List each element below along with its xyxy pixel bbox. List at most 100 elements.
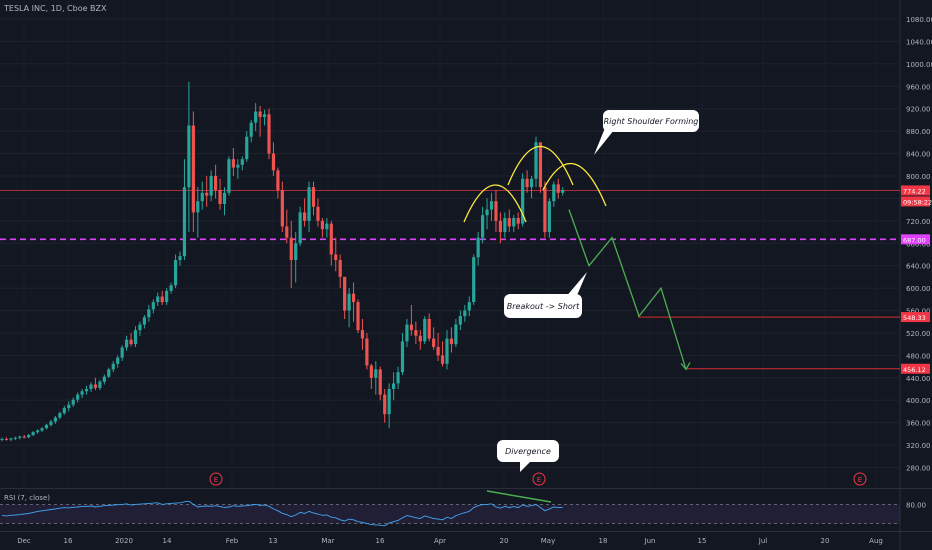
candle-body: [538, 142, 543, 188]
candle: [182, 159, 187, 261]
candle: [521, 173, 525, 227]
candle-body: [116, 357, 120, 364]
candle: [187, 81, 191, 233]
candle-body: [222, 192, 227, 205]
y-tick-label: 960.00: [906, 83, 931, 91]
candle: [93, 377, 98, 391]
earnings-marker-circle: [209, 472, 223, 486]
candle: [392, 372, 396, 401]
candle-body: [280, 189, 284, 227]
candle-body: [107, 369, 111, 377]
candle: [58, 411, 62, 420]
rsi-pane: RSI (7, close) 80.00: [0, 490, 926, 527]
candle: [151, 299, 155, 314]
callout-divergence: Divergence: [497, 440, 559, 472]
candle: [147, 304, 151, 322]
candle-body: [165, 290, 169, 303]
callout-right-shoulder-text: Right Shoulder Forming: [604, 117, 699, 126]
candle: [76, 392, 80, 403]
right-shoulder-arc: [542, 162, 607, 207]
candle: [18, 435, 22, 440]
candle: [467, 296, 471, 317]
x-tick-label: 20: [500, 537, 509, 545]
x-tick-label: Feb: [226, 537, 239, 545]
candle-body: [169, 285, 173, 291]
candle-body: [62, 408, 66, 414]
candle: [378, 366, 382, 401]
candle-body: [160, 296, 164, 303]
candle: [516, 212, 520, 230]
candle: [356, 299, 360, 333]
callouts: Right Shoulder Forming Breakout -> Short D…: [497, 110, 699, 472]
candle: [102, 374, 106, 385]
candle-body: [454, 324, 458, 345]
candle-body: [111, 363, 115, 370]
level-lines: [0, 190, 900, 370]
candle: [31, 431, 35, 437]
y-tick-label: 600.00: [906, 285, 931, 293]
candle-body: [494, 201, 498, 221]
candle: [414, 321, 418, 345]
candle: [285, 209, 289, 244]
candle: [62, 405, 66, 415]
callout-breakout-text: Breakout -> Short: [507, 302, 580, 311]
candle-body: [298, 212, 302, 244]
candle-body: [378, 369, 382, 395]
candle-body: [271, 153, 276, 171]
candle: [498, 212, 502, 244]
candle: [280, 181, 284, 233]
candle-body: [142, 317, 146, 325]
candle: [267, 108, 271, 160]
candle-body: [529, 178, 534, 188]
candle-body: [9, 438, 13, 440]
candle: [436, 332, 440, 361]
candle-body: [138, 324, 142, 331]
candle-body: [0, 438, 4, 440]
candle-body: [289, 237, 293, 261]
rsi-label: RSI (7, close): [4, 494, 50, 502]
y-tick-label: 920.00: [906, 106, 931, 114]
y-tick-label: 1000.00: [906, 61, 932, 69]
head-arc: [507, 145, 574, 186]
candle: [343, 276, 347, 319]
candle-body: [40, 428, 44, 431]
candle-body: [98, 381, 102, 388]
candle: [463, 304, 467, 322]
price-tag-neckline: 687.00: [901, 234, 930, 245]
candle: [396, 366, 400, 390]
candle-body: [414, 330, 418, 336]
earnings-marker: E: [853, 472, 867, 486]
candle-body: [311, 187, 316, 207]
candle-body: [205, 192, 209, 196]
candle: [440, 341, 445, 367]
candle: [325, 218, 329, 238]
y-tick-label: 320.00: [906, 442, 931, 450]
candle: [178, 251, 182, 266]
candle: [98, 380, 102, 391]
candle: [289, 220, 293, 289]
y-tick-label: 1040.00: [906, 38, 932, 46]
y-tick-label: 1080.00: [906, 16, 932, 24]
price-tag-neckline-bg: [901, 234, 930, 245]
price-tag-countdown: 09:58:22: [901, 196, 932, 207]
chart-title: TESLA INC, 1D, Cboe BZX: [4, 4, 107, 13]
candle: [338, 254, 342, 289]
candle-body: [36, 430, 40, 433]
price-tag-target-1: 548.33: [901, 312, 930, 323]
price-tag-target-2: 456.12: [901, 363, 930, 374]
candle-body: [552, 184, 556, 202]
candle: [240, 156, 244, 171]
candle: [561, 187, 565, 196]
candle: [173, 254, 178, 289]
callout-breakout: Breakout -> Short: [504, 272, 587, 318]
earnings-marker-circle: [532, 472, 546, 486]
candle: [512, 215, 516, 233]
callout-breakout-tail: [565, 272, 587, 300]
candle-body: [351, 293, 356, 303]
projection-arrow-head: [680, 362, 691, 371]
y-tick-label: 520.00: [906, 330, 931, 338]
candle-body: [369, 365, 373, 378]
projection-path: [568, 209, 687, 370]
